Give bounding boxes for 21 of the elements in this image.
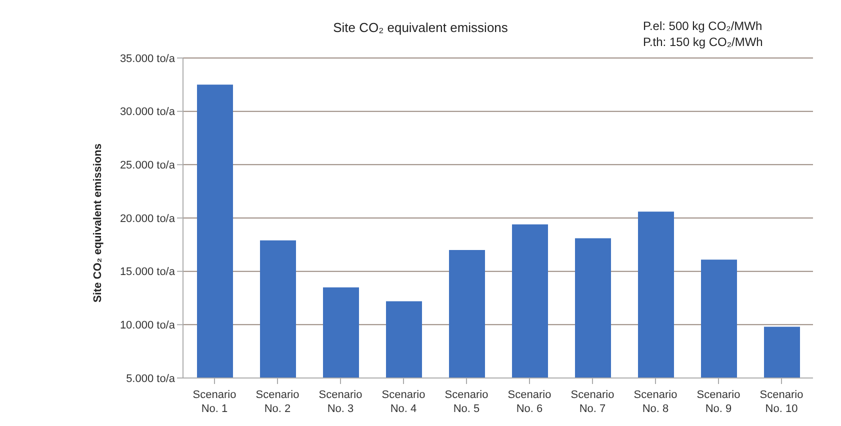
- y-tick-label: 5.000 to/a: [126, 372, 176, 385]
- chart-title: Site CO₂ equivalent emissions: [333, 20, 508, 35]
- y-tick-label: 15.000 to/a: [120, 266, 176, 278]
- x-tick-label: Scenario No. 5: [444, 389, 488, 415]
- x-tick-label: Scenario No. 3: [318, 389, 362, 415]
- x-tick-label: Scenario No. 6: [508, 389, 552, 415]
- text: P.th: 150 kg CO₂/MWh: [643, 34, 763, 50]
- y-tick-label: 25.000 to/a: [120, 160, 176, 172]
- y-axis-title: Site CO₂ equivalent emissions: [92, 144, 104, 302]
- x-tick-label: Scenario No. 1: [192, 389, 236, 415]
- y-tick-label: 35.000 to/a: [120, 52, 176, 65]
- y-tick-label: 10.000 to/a: [120, 320, 176, 332]
- x-tick-label: Scenario No. 4: [382, 389, 426, 415]
- x-tick-label: Scenario No. 2: [256, 389, 300, 415]
- text: P.el: 500 kg CO₂/MWh: [643, 18, 763, 34]
- x-tick-label: Scenario No. 7: [570, 389, 614, 415]
- y-tick-label: 20.000 to/a: [120, 212, 176, 225]
- x-tick-label: Scenario No. 9: [696, 389, 740, 415]
- y-tick-label: 30.000 to/a: [120, 106, 176, 118]
- x-tick-label: Scenario No. 8: [634, 389, 678, 415]
- x-tick-label: Scenario No. 10: [760, 389, 804, 415]
